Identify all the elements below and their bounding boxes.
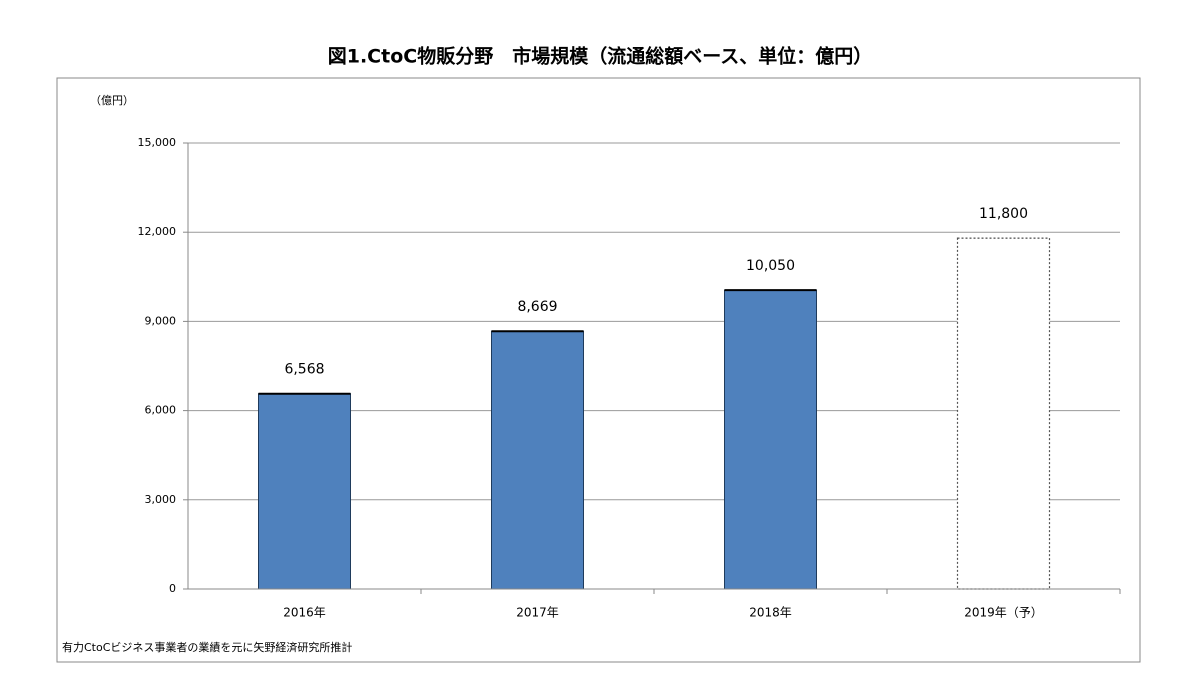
chart-title: 図1.CtoC物販分野 市場規模（流通総額ベース、単位：億円） xyxy=(328,45,873,68)
value-label: 8,669 xyxy=(517,299,557,315)
value-label: 11,800 xyxy=(979,206,1028,222)
bar xyxy=(956,237,1051,590)
x-tick-label: 2018年 xyxy=(749,606,792,620)
y-tick-label: 0 xyxy=(169,582,176,595)
y-tick-label: 12,000 xyxy=(138,225,177,238)
y-tick-label: 3,000 xyxy=(145,493,177,506)
value-label: 6,568 xyxy=(284,362,324,378)
bar xyxy=(491,330,584,590)
y-tick-label: 9,000 xyxy=(145,314,177,327)
x-tick-label: 2019年（予） xyxy=(964,606,1043,620)
x-tick-label: 2017年 xyxy=(516,606,559,620)
value-label: 10,050 xyxy=(746,258,795,274)
x-tick-label: 2016年 xyxy=(283,606,326,620)
bar xyxy=(258,393,351,590)
chart-frame xyxy=(56,77,1141,663)
source-note: 有力CtoCビジネス事業者の業績を元に矢野経済研究所推計 xyxy=(62,640,352,654)
y-tick-label: 15,000 xyxy=(138,136,177,149)
y-axis-label: （億円） xyxy=(90,94,134,107)
bar xyxy=(724,289,817,590)
y-tick-label: 6,000 xyxy=(145,404,177,417)
